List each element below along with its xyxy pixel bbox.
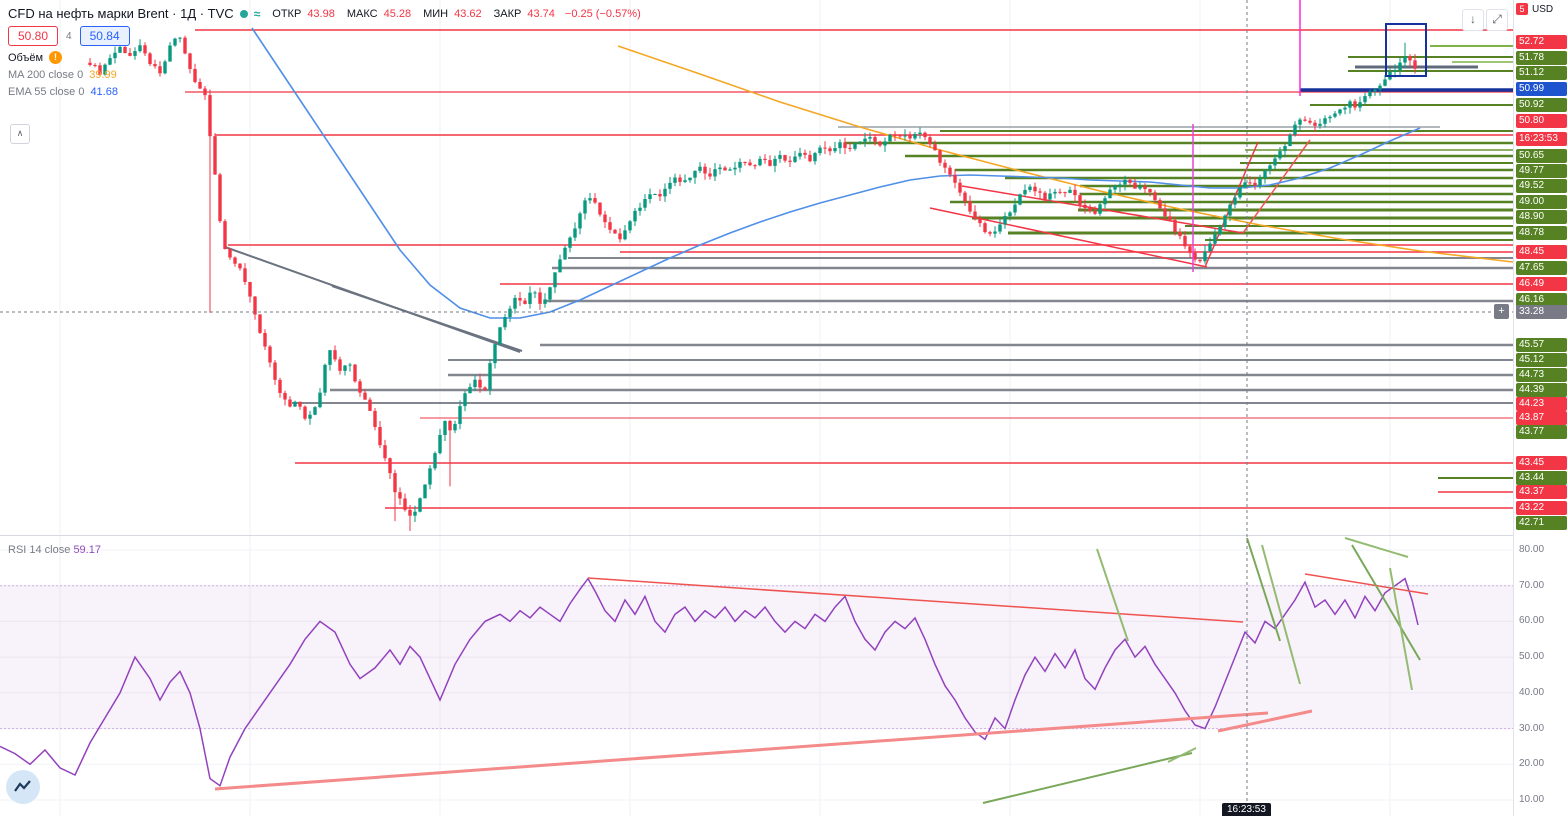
price-level-label: 49.52 [1516,179,1567,193]
market-status-icon [239,9,248,18]
chart-legend: CFD на нефть марки Brent · 1Д · TVC ≈ ОТ… [8,6,641,103]
rsi-indicator-label[interactable]: RSI 14 close [8,544,71,556]
crosshair-price-label: 33.28 [1516,305,1567,319]
collapse-legend-button[interactable]: ∧ [10,124,30,144]
rsi-scale-label: 60.00 [1519,615,1545,627]
volume-indicator-label[interactable]: Объём [8,51,44,64]
rsi-scale-label: 40.00 [1519,686,1545,698]
price-level-label: 48.90 [1516,210,1567,224]
price-level-label: 45.12 [1516,353,1567,367]
ma-indicator-label[interactable]: MA 200 close 0 [8,69,84,81]
high-value: 45.28 [383,7,412,20]
price-level-label: 51.12 [1516,66,1567,80]
price-level-label: 49.00 [1516,195,1567,209]
price-level-label: 44.23 [1516,397,1567,411]
price-level-label: 48.78 [1516,226,1567,240]
tradingview-logo[interactable] [6,770,40,804]
ema-indicator-label[interactable]: EMA 55 close 0 [8,86,85,98]
price-level-label: 50.80 [1516,114,1567,128]
countdown-label: 16:23:53 [1516,132,1567,146]
sell-button[interactable]: 50.80 [8,26,59,46]
fullscreen-icon[interactable]: ⤢ [1486,9,1508,31]
currency-label[interactable]: USD [1532,3,1554,15]
rsi-legend: RSI 14 close 59.17 [8,544,101,556]
price-axis[interactable]: 5 USD 52.72 51.78 51.12 50.99 50.92 50.80 16:2… [1513,0,1568,816]
open-value: 43.98 [307,7,335,20]
price-level-label: 49.77 [1516,164,1567,178]
price-level-label: 48.45 [1516,245,1567,259]
price-level-label: 50.99 [1516,82,1567,96]
add-alert-plus-button[interactable]: + [1494,304,1509,319]
change-value: −0.25 (−0.57%) [564,7,641,20]
close-label: ЗАКР [493,7,522,20]
ema-value: 41.68 [90,86,118,98]
open-label: ОТКР [272,7,302,20]
rsi-value: 59.17 [73,544,101,556]
low-value: 43.62 [454,7,482,20]
price-level-label: 51.78 [1516,51,1567,65]
close-value: 43.74 [527,7,555,20]
price-level-label: 50.65 [1516,149,1567,163]
symbol-title[interactable]: CFD на нефть марки Brent · 1Д · TVC [8,6,234,21]
price-level-label: 44.39 [1516,383,1567,397]
price-level-label: 46.16 [1516,293,1567,307]
rsi-scale-label: 30.00 [1519,722,1545,734]
rsi-scale-label: 70.00 [1519,579,1545,591]
price-level-label: 43.45 [1516,456,1567,470]
rsi-scale-label: 50.00 [1519,651,1545,663]
rsi-scale-label: 80.00 [1519,544,1545,555]
price-level-label: 52.72 [1516,35,1567,49]
price-level-label: 43.77 [1516,425,1567,439]
low-label: МИН [423,7,449,20]
price-level-label: 47.65 [1516,261,1567,275]
spread-value: 4 [66,30,72,42]
price-level-label: 42.71 [1516,516,1567,530]
high-label: МАКС [346,7,378,20]
download-icon[interactable]: ↓ [1462,9,1484,31]
warning-icon[interactable]: ! [49,51,63,64]
ma-value: 39.99 [89,69,117,81]
price-level-label: 43.44 [1516,471,1567,485]
price-level-label: 43.87 [1516,411,1567,425]
price-level-label: 50.92 [1516,98,1567,112]
axis-top: 5 USD [1516,3,1553,15]
rsi-scale-label: 20.00 [1519,758,1545,770]
axis-badge: 5 [1516,3,1528,15]
crosshair-time-label: 16:23:53 [1222,803,1271,816]
mountain-logo-icon [14,780,31,792]
buy-button[interactable]: 50.84 [79,26,130,46]
rsi-scale-label: 10.00 [1519,794,1545,805]
price-level-label: 43.37 [1516,485,1567,499]
chart-canvas[interactable] [0,0,1513,816]
price-level-label: 44.73 [1516,368,1567,382]
approx-icon: ≈ [253,6,261,21]
price-level-label: 45.57 [1516,338,1567,352]
price-level-label: 46.49 [1516,277,1567,291]
price-level-label: 43.22 [1516,501,1567,515]
